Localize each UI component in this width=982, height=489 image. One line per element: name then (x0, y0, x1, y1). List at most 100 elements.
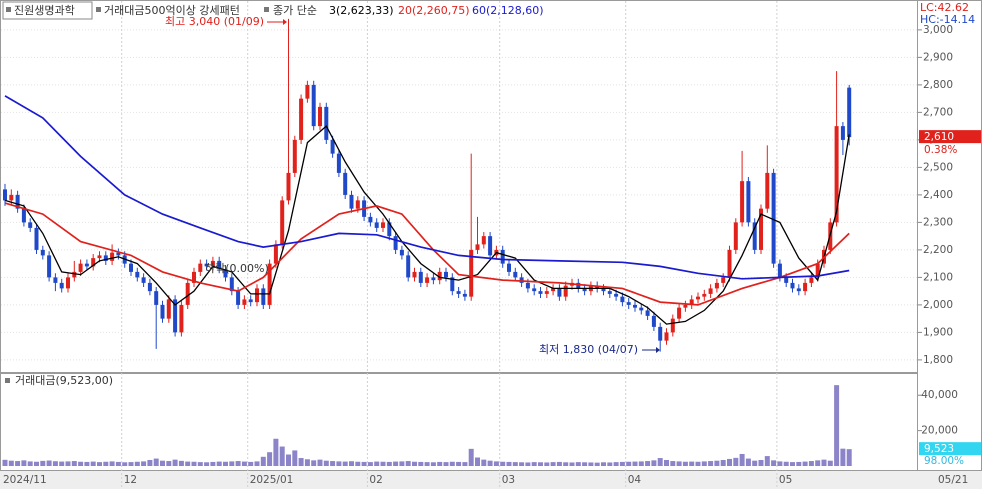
volume-bar (298, 458, 304, 466)
x-tick-label: 2024/11 (3, 474, 47, 486)
volume-bar (160, 460, 165, 466)
volume-bar (783, 461, 789, 466)
candle-body (154, 291, 159, 305)
volume-bar (733, 457, 739, 466)
volume-bar (393, 461, 399, 466)
volume-bar (493, 461, 499, 466)
candle-body (689, 299, 694, 305)
candle-body (702, 293, 707, 297)
volume-bar (21, 460, 27, 466)
candle-body (248, 299, 253, 303)
volume-bar (59, 461, 65, 466)
volume-bar (65, 461, 71, 466)
date-axis-band (0, 471, 982, 489)
volume-bar (248, 461, 254, 466)
candle-body (614, 293, 619, 297)
volume-bar (2, 459, 8, 466)
volume-bar (40, 460, 46, 466)
candle-body (777, 263, 782, 278)
volume-bar (241, 461, 247, 466)
volume-tag (919, 442, 981, 456)
volume-bar (544, 462, 550, 466)
candle-body (519, 277, 524, 283)
candle-body (500, 249, 505, 264)
volume-bar (456, 461, 462, 466)
volume-bar (802, 461, 808, 466)
volume-bar (292, 450, 298, 466)
candle-body (626, 302, 631, 305)
candle-body (418, 271, 423, 283)
volume-bar (223, 461, 228, 466)
volume-bar (727, 458, 732, 466)
candle-body (840, 126, 845, 140)
candle-body (683, 304, 688, 308)
y-tick-label: 1,800 (923, 354, 953, 366)
volume-bar (437, 461, 443, 466)
volume-bar (575, 462, 581, 466)
volume-bar (752, 460, 758, 466)
candle-body (450, 277, 455, 292)
volume-bar (336, 461, 342, 466)
candle-body (173, 299, 178, 333)
candle-body (481, 236, 486, 245)
volume-bar (109, 461, 115, 466)
volume-bar (128, 462, 134, 466)
volume-bar (588, 462, 594, 466)
volume-bar (569, 462, 575, 466)
volume-bar (71, 461, 77, 466)
volume-bar (462, 462, 468, 466)
y-tick-label: 3,000 (923, 24, 953, 36)
volume-bar (191, 461, 197, 466)
candle-body (3, 189, 7, 201)
candle-body (399, 249, 404, 256)
volume-bar (720, 459, 726, 466)
candle-body (15, 194, 20, 209)
y-tick-label: 2,400 (923, 189, 953, 201)
volume-bar (197, 462, 203, 466)
candle-body (185, 282, 190, 305)
volume-bar (613, 462, 619, 466)
candle-body (217, 260, 222, 270)
candle-body (784, 277, 789, 283)
signal-annotation: 하락(0.00%) (205, 261, 269, 275)
volume-bar (481, 459, 487, 466)
volume-bar (27, 461, 33, 466)
volume-bar (229, 461, 235, 466)
plot (2, 18, 852, 466)
volume-bar (695, 461, 701, 466)
candle-body (141, 277, 146, 283)
volume-bar (424, 462, 430, 466)
candle-body (582, 288, 587, 292)
volume-bar (185, 461, 191, 466)
volume-bar (97, 462, 102, 466)
x-tick-label: 03 (502, 474, 515, 486)
volume-bar (714, 460, 720, 466)
x-tick-label: 05 (779, 474, 792, 486)
volume-bar (594, 462, 600, 466)
candle-body (469, 249, 474, 297)
candle-body (563, 285, 568, 297)
volume-bar (821, 459, 827, 466)
candle-body (759, 208, 763, 250)
volume-bar (808, 461, 814, 466)
volume-title: 거래대금(9,523,00) (15, 374, 113, 387)
candle-body (261, 288, 266, 305)
volume-bar (790, 462, 795, 466)
candle-body (444, 271, 448, 278)
candle-body (355, 200, 360, 209)
volume-tick-label: 40,000 (921, 389, 958, 401)
candle-body (223, 269, 228, 278)
candle-body (299, 98, 304, 140)
volume-bar (827, 460, 833, 466)
y-tick-label: 2,100 (923, 271, 953, 283)
candle-body (286, 172, 291, 201)
candle-body (834, 126, 839, 223)
candle-body (714, 282, 719, 289)
candle-body (796, 288, 801, 292)
volume-bar (166, 461, 172, 466)
volume-bar (739, 453, 745, 466)
volume-bar (374, 461, 380, 466)
candle-body (192, 271, 196, 283)
volume-bar (632, 461, 638, 466)
